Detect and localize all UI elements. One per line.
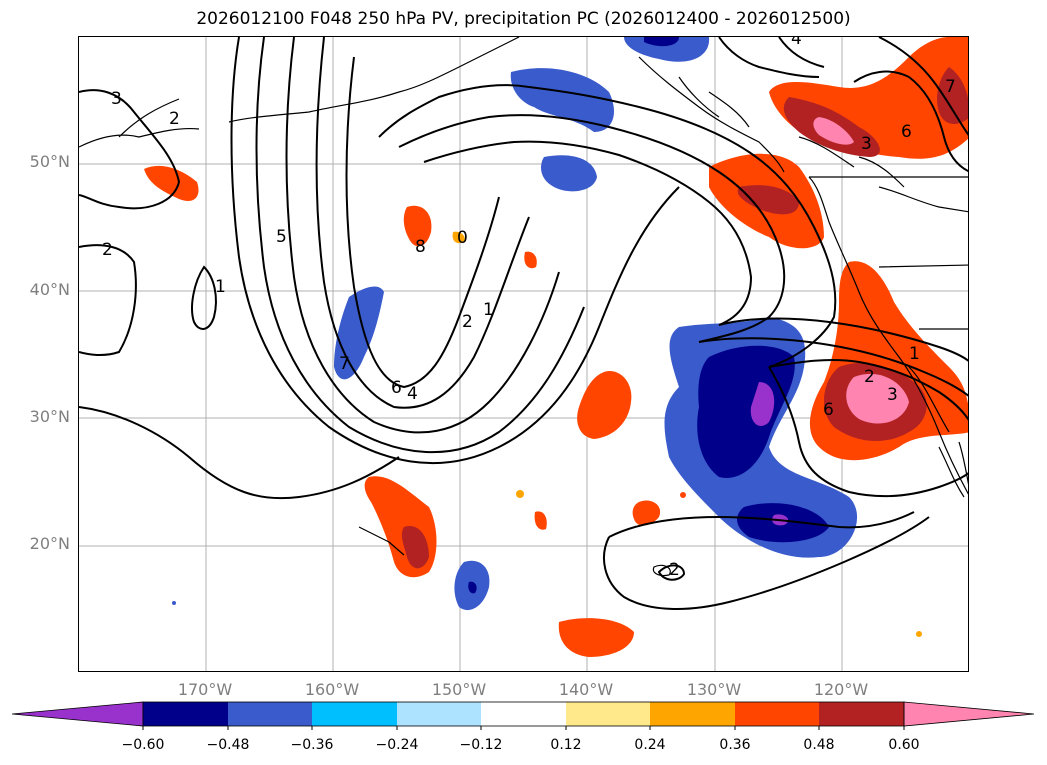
contour-label: 2 <box>102 240 113 260</box>
lon-label-130w: 130°W <box>686 680 742 699</box>
map-plot: 3 2 2 1 5 8 0 7 6 4 2 1 4 7 6 3 6 3 2 1 … <box>79 37 968 671</box>
colorbar-tick-label: −0.24 <box>375 737 419 753</box>
contour-label: 2 <box>169 109 180 129</box>
colorbar-segment <box>819 702 904 726</box>
contour-label: 7 <box>945 77 956 97</box>
contour-label: 1 <box>215 277 226 297</box>
colorbar-tick-label: −0.60 <box>121 737 165 753</box>
colorbar-tick-label: −0.36 <box>290 737 334 753</box>
contour-label: 3 <box>111 89 122 109</box>
contour-label: 2 <box>669 560 680 580</box>
page-title: 2026012100 F048 250 hPa PV, precipitatio… <box>196 9 851 29</box>
colorbar-segment <box>903 701 1035 727</box>
contour-label: 6 <box>901 122 912 142</box>
colorbar-segment <box>312 702 397 726</box>
contour-labels: 3 2 2 1 5 8 0 7 6 4 2 1 4 7 6 3 6 3 2 1 … <box>102 37 956 580</box>
contour-label: 3 <box>887 385 898 405</box>
colorbar-segment <box>735 702 819 726</box>
lon-label-140w: 140°W <box>558 680 614 699</box>
colorbar <box>11 701 1035 730</box>
lon-label-120w: 120°W <box>813 680 869 699</box>
pv-contours <box>79 37 968 610</box>
lat-label-50n: 50°N <box>29 152 70 171</box>
colorbar-segment <box>11 701 144 727</box>
lon-label-160w: 160°W <box>304 680 360 699</box>
contour-label: 5 <box>276 227 287 247</box>
contour-label: 4 <box>407 384 418 404</box>
colorbar-tick-label: 0.36 <box>719 737 751 753</box>
contour-label: 4 <box>791 37 802 49</box>
colorbar-segment <box>566 702 650 726</box>
contour-label: 7 <box>339 354 350 374</box>
contour-label: 3 <box>861 134 872 154</box>
lat-label-20n: 20°N <box>29 534 70 553</box>
contour-label: 6 <box>823 400 834 420</box>
precip-positive-areas <box>144 37 968 657</box>
colorbar-tick-label: −0.12 <box>459 737 503 753</box>
contour-label: 1 <box>909 344 920 364</box>
contour-label: 2 <box>864 367 875 387</box>
contour-label: 2 <box>462 312 473 332</box>
colorbar-tick-label: −0.48 <box>206 737 250 753</box>
coastlines <box>79 37 968 577</box>
colorbar-segment <box>143 702 228 726</box>
contour-label: 6 <box>391 378 402 398</box>
contour-label: 0 <box>457 228 468 248</box>
map-panel: 3 2 2 1 5 8 0 7 6 4 2 1 4 7 6 3 6 3 2 1 … <box>78 36 969 672</box>
colorbar-segment <box>650 702 735 726</box>
colorbar-tick-label: 0.24 <box>634 737 666 753</box>
precip-negative-areas <box>172 37 858 611</box>
colorbar-tick-label: 0.60 <box>888 737 920 753</box>
colorbar-segment <box>397 702 481 726</box>
lat-label-40n: 40°N <box>29 280 70 299</box>
colorbar-tick-label: 0.12 <box>550 737 582 753</box>
colorbar-segment <box>228 702 312 726</box>
contour-label: 8 <box>415 237 426 257</box>
lon-label-170w: 170°W <box>177 680 233 699</box>
lon-label-150w: 150°W <box>431 680 487 699</box>
lat-label-30n: 30°N <box>29 407 70 426</box>
colorbar-segment <box>481 702 566 726</box>
contour-label: 1 <box>483 300 494 320</box>
colorbar-tick-label: 0.48 <box>803 737 835 753</box>
